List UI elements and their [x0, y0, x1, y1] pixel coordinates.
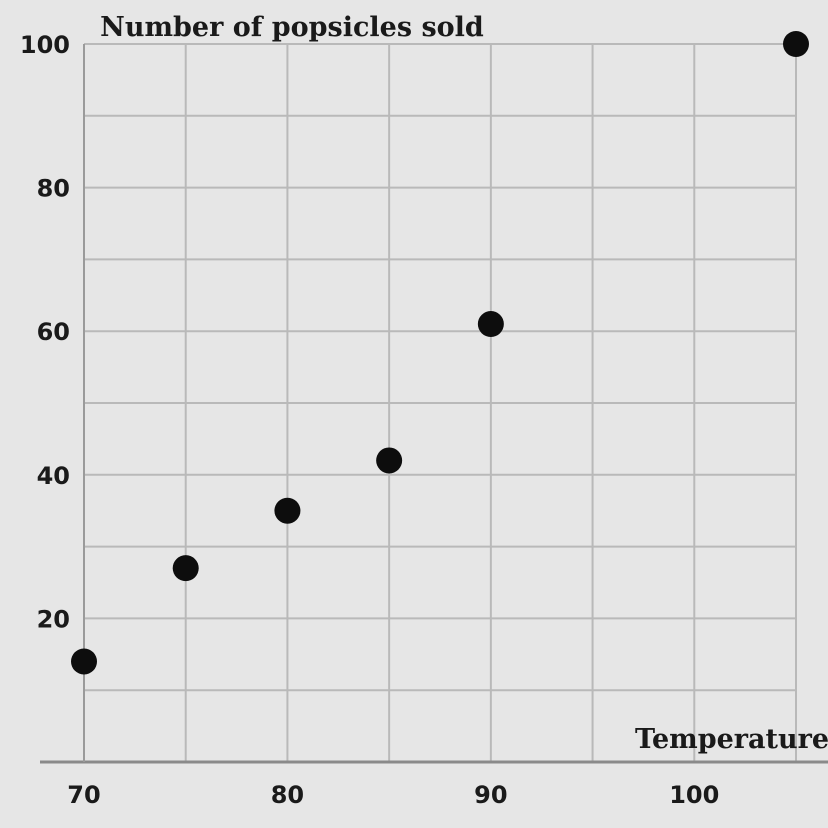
grid [83, 43, 797, 762]
x-tick-label: 70 [67, 781, 100, 809]
y-tick-label: 60 [37, 318, 70, 346]
y-tick-label: 40 [37, 462, 70, 490]
y-tick-labels: 20 40 60 80 100 [20, 31, 70, 633]
data-point [71, 648, 97, 675]
data-points [71, 31, 809, 675]
x-tick-labels: 70 80 90 100 [67, 781, 719, 809]
axes [40, 44, 828, 764]
data-point [274, 497, 301, 524]
x-tick-label: 100 [669, 781, 719, 809]
y-tick-label: 100 [20, 31, 70, 59]
y-tick-label: 80 [37, 175, 70, 203]
data-point [783, 31, 809, 57]
chart-title: Number of popsicles sold [100, 12, 484, 43]
data-point [376, 447, 403, 474]
data-point [477, 311, 504, 338]
x-tick-label: 90 [474, 781, 507, 809]
x-axis-label: Temperature [635, 724, 828, 755]
x-tick-label: 80 [271, 781, 304, 809]
data-point [172, 555, 199, 582]
y-tick-label: 20 [37, 605, 70, 633]
